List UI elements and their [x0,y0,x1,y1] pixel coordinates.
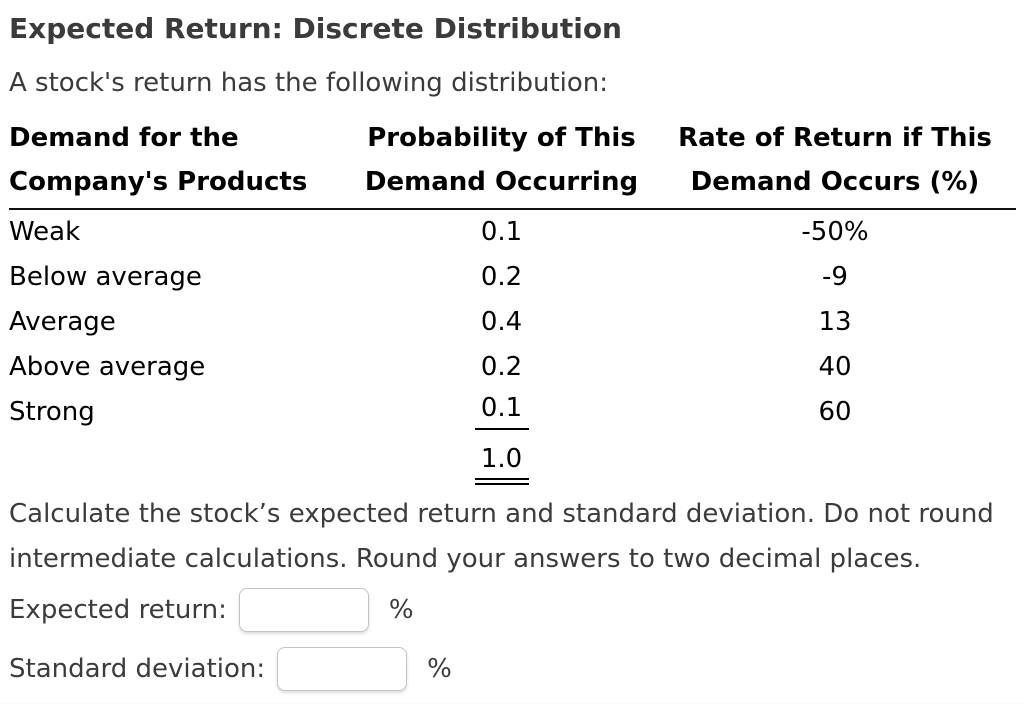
demand-cell: Strong [9,396,95,427]
table-row: Weak 0.1 -50% [9,209,1016,254]
page-title: Expected Return: Discrete Distribution [9,12,622,45]
header-probability: Probability of This Demand Occurring [349,116,654,210]
table-row: Above average 0.2 40 [9,344,1016,389]
rate-cell: 40 [818,351,852,382]
rate-cell: -50% [801,217,869,247]
probability-cell: 0.1 [349,389,654,434]
header-demand: Demand for the Company's Products [9,116,349,210]
distribution-table: Demand for the Company's Products Probab… [9,116,1016,486]
probability-cell: 0.4 [480,306,523,337]
rate-cell: 13 [818,306,852,337]
expected-return-label: Expected return: [9,595,227,625]
probability-cell: 0.1 [480,217,523,247]
demand-cell: Weak [9,217,81,247]
rate-cell: -9 [822,261,848,292]
total-row: 1.0 [9,434,1016,486]
instructions-text: Calculate the stock’s expected return an… [9,499,994,574]
table-row: Strong 0.1 60 [9,389,1016,434]
probability-total: 1.0 [474,444,529,485]
standard-deviation-label: Standard deviation: [9,654,266,684]
standard-deviation-input[interactable] [277,647,408,691]
probability-cell: 0.2 [480,261,523,292]
table-row: Average 0.4 13 [9,299,1016,344]
intro-text: A stock's return has the following distr… [9,68,609,98]
expected-return-row: Expected return: % [9,588,1014,632]
question-page: Expected Return: Discrete Distribution A… [0,12,1024,704]
demand-cell: Below average [9,261,202,292]
demand-cell: Above average [9,351,206,382]
expected-return-input[interactable] [238,588,369,632]
header-rate: Rate of Return if This Demand Occurs (%) [654,116,1016,210]
probability-cell: 0.2 [480,351,523,382]
demand-cell: Average [9,306,116,337]
table-header-row: Demand for the Company's Products Probab… [9,116,1016,210]
rate-cell: 60 [818,396,852,427]
standard-deviation-row: Standard deviation: % [9,647,1014,691]
standard-deviation-percent-sign: % [427,654,452,684]
table-row: Below average 0.2 -9 [9,254,1016,299]
expected-return-percent-sign: % [388,595,414,625]
